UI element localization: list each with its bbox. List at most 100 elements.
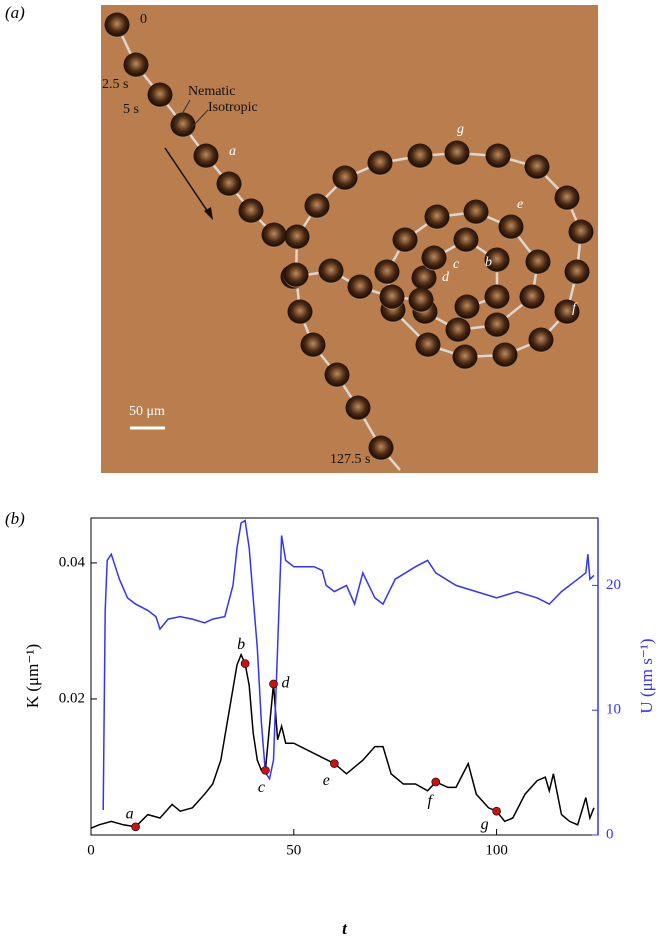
micrograph-label: 0 [140,12,147,27]
arrow [164,147,211,216]
point-label: f [572,301,578,316]
droplet [345,395,371,421]
marked-point [240,659,250,668]
droplet [367,150,393,176]
droplet [408,287,434,313]
droplet [463,199,489,225]
y-axis-label: K (μm⁻¹) [23,644,42,708]
droplet [492,342,518,368]
pointer [191,109,209,128]
micrograph-label: 5 s [123,102,139,117]
droplet [332,165,358,191]
plot-frame [90,517,599,836]
y-tick-label: 0.02 [59,690,85,706]
droplet [525,249,551,275]
droplet [524,154,550,180]
droplet [283,262,309,288]
droplet [564,259,590,285]
marked-point [261,766,270,775]
scale-bar-label: 50 μm [129,404,165,419]
droplet [318,258,344,284]
droplet [454,294,480,320]
droplet [368,435,394,461]
droplet [347,274,373,300]
marked-point [431,777,441,787]
point-label: e [517,197,523,212]
point-label: d [442,270,450,285]
droplet [484,312,510,338]
marked-point [131,822,140,832]
panel-label: (a) [5,3,25,22]
x-tick-label: 100 [485,842,508,858]
droplet [392,227,418,253]
marked-point [492,806,501,816]
droplet [453,227,479,253]
series-line [102,519,595,811]
droplet [216,171,242,197]
droplet [104,12,130,38]
droplet [324,362,350,388]
droplet [421,245,447,271]
droplet [528,327,554,353]
marked-point-label: a [126,806,134,823]
point-label: b [485,255,492,270]
droplet [238,198,264,224]
droplet [287,299,313,325]
droplet [484,284,510,310]
y2-tick-label: 0 [606,826,614,842]
marked-point [269,679,278,689]
droplet [519,284,545,310]
droplet [444,140,470,166]
droplet [123,52,149,78]
droplet [411,265,437,291]
arrow-head [204,207,213,220]
droplet [415,332,441,358]
pointer [173,99,191,129]
point-label: g [457,122,464,137]
y2-tick-label: 10 [606,702,621,718]
droplet [374,259,400,285]
panel-label: (b) [5,509,25,528]
marked-point-label: c [258,779,265,796]
droplet [304,193,330,219]
droplet [424,204,450,230]
micrograph-label: 127.5 s [330,452,370,467]
y-tick-label: 0.04 [59,554,86,570]
y2-axis-label: U (μm s⁻¹) [637,638,656,713]
droplet [485,143,511,169]
droplet [147,82,173,108]
droplet [300,332,326,358]
droplet [261,222,287,248]
droplet [554,299,580,325]
chart-panel: (b) 0 50 100 0.02 0.04 0 10 20 t K (μm⁻¹) U (μm s⁻… [5,509,656,938]
marked-point-label: b [237,636,245,653]
x-tick-label: 0 [87,842,95,858]
droplet [554,185,580,211]
marked-point-label: g [481,816,489,833]
x-tick-label: 50 [286,842,301,858]
droplet [170,112,196,138]
droplet [498,214,524,240]
x-axis-label: t [342,919,348,938]
point-label: a [229,144,236,159]
point-label: c [453,257,460,272]
droplet [484,247,510,273]
series-line [90,652,595,829]
droplet [445,317,471,343]
marked-point-label: d [282,675,291,692]
micrograph-label: Nematic [188,84,235,99]
marked-point-label: f [428,793,435,810]
droplet [284,224,310,250]
y2-tick-label: 20 [606,577,621,593]
micrograph-label: 2.5 s [102,77,128,92]
micrograph-label: Isotropic [208,100,258,115]
droplet [407,143,433,169]
droplet [452,344,478,370]
marked-point [330,759,339,768]
droplet [193,143,219,169]
droplet [568,219,594,245]
droplet [379,284,405,310]
